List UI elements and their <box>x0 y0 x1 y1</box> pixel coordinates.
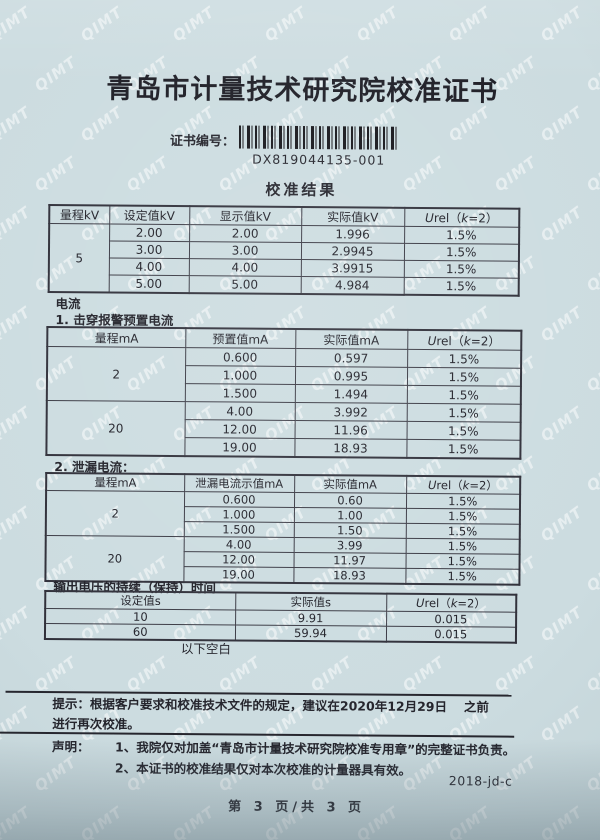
range-cell: 20 <box>45 535 184 583</box>
tip-line-2: 进行再次校准。 <box>52 716 140 732</box>
preset-current-table: 量程mA 预置值mA 实际值mA Urel（k=2） 2 0.600 0.597 1… <box>45 326 523 460</box>
table-row: 5.00 5.00 4.984 1.5% <box>49 274 519 296</box>
cert-number-label: 证书编号： <box>169 133 235 150</box>
declaration-item-1: 1、我院仅对加盖“青岛市计量技术研究院校准专用章”的完整证书负责。 <box>115 739 516 758</box>
declaration-label: 声明： <box>52 739 90 755</box>
table-row: 2 0.600 0.597 1.5% <box>46 346 522 402</box>
below-blank-label: 以下空白 <box>180 641 231 657</box>
urel-header: Urel（k=2） <box>406 475 521 495</box>
hold-time-table: 设定值s 实际值s Urel（k=2） 10 9.91 0.015 60 59.94 0… <box>43 589 518 644</box>
certificate-title: 青岛市计量技术研究院校准证书 <box>106 73 499 108</box>
tip-label: 提示： <box>52 696 91 712</box>
table-row: 20 4.00 3.992 1.5% <box>46 400 521 457</box>
tip-line-1: 提示：根据客户要求和校准技术文件的规定，建议在2020年12月29日 之前 <box>52 696 489 715</box>
range-cell: 2 <box>45 490 185 537</box>
barcode-image <box>238 125 399 150</box>
divider-line <box>0 731 515 739</box>
form-code: 2018-jd-c <box>448 773 513 789</box>
urel-header: Urel（k=2） <box>386 593 517 613</box>
urel-header: Urel（k=2） <box>404 207 520 228</box>
cert-number-value: DX819044135-001 <box>252 151 386 168</box>
range-cell: 2 <box>46 346 186 402</box>
results-section-title: 校准结果 <box>265 180 338 200</box>
urel-header: Urel（k=2） <box>407 329 522 351</box>
range-cell: 5 <box>48 223 110 293</box>
leakage-current-table: 量程mA 泄漏电流示值mA 实际值mA Urel（k=2） 2 0.600 0.6… <box>44 472 522 586</box>
voltage-table: 量程kV 设定值kV 显示值kV 实际值kV Urel（k=2） 5 2.00 2… <box>47 204 521 297</box>
page-number: 第 3 页/共 3 页 <box>228 799 366 816</box>
range-cell: 20 <box>46 400 185 457</box>
table-row: 60 59.94 0.015 <box>44 623 517 643</box>
